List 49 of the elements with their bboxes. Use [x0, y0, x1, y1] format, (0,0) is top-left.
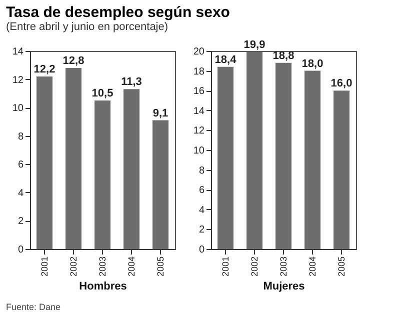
source-note: Fuente: Dane: [6, 302, 62, 312]
y-tick-label: 8: [198, 165, 205, 176]
data-label: 9,1: [152, 107, 168, 120]
data-label: 19,9: [244, 38, 266, 51]
data-label: 10,5: [92, 88, 114, 100]
y-tick-label: 0: [198, 244, 205, 256]
y-tick-label: 4: [18, 188, 24, 199]
y-tick-label: 16: [193, 86, 205, 98]
y-tick-label: 14: [193, 106, 205, 117]
data-label: 18,8: [272, 50, 294, 62]
bar: [36, 76, 52, 249]
data-label: 18,4: [214, 54, 238, 66]
data-label: 11,3: [121, 76, 142, 88]
y-tick-label: 4: [198, 204, 205, 216]
x-axis-title: Hombres: [79, 280, 127, 293]
x-tick-label: 2004: [126, 256, 136, 277]
y-tick-label: 18: [193, 66, 205, 78]
x-tick-label: 2005: [336, 256, 346, 277]
y-tick-label: 6: [18, 160, 24, 171]
x-tick-label: 2004: [308, 256, 318, 277]
y-tick-label: 10: [193, 146, 205, 156]
x-axis-title: Mujeres: [263, 280, 305, 293]
data-label: 12,2: [34, 63, 56, 76]
y-tick-label: 12: [193, 126, 205, 137]
data-label: 16,0: [330, 78, 352, 90]
x-tick-label: 2005: [156, 256, 166, 277]
chart-title: Tasa de desempleo según sexo: [6, 4, 231, 21]
y-tick-label: 14: [12, 46, 24, 58]
data-label: 12,8: [62, 54, 84, 67]
y-tick-label: 2: [18, 216, 24, 228]
data-label: 18,0: [302, 58, 324, 70]
x-tick-label: 2003: [98, 256, 108, 277]
y-tick-label: 6: [198, 185, 205, 196]
y-tick-label: 12: [12, 74, 24, 86]
x-tick-label: 2001: [220, 256, 230, 277]
x-tick-label: 2003: [278, 256, 288, 277]
x-tick-label: 2002: [68, 256, 78, 277]
bar: [152, 120, 168, 249]
x-tick-label: 2001: [40, 256, 50, 277]
chart-subtitle: (Entre abril y junio en porcentaje): [6, 21, 170, 33]
bar: [94, 100, 110, 249]
y-tick-label: 10: [12, 103, 24, 114]
y-tick-label: 8: [18, 131, 24, 142]
y-tick-label: 0: [18, 244, 24, 256]
x-tick-label: 2002: [250, 256, 260, 277]
bar: [66, 68, 82, 249]
y-tick-label: 20: [193, 46, 205, 58]
y-tick-label: 2: [198, 224, 205, 236]
bar: [124, 89, 140, 249]
